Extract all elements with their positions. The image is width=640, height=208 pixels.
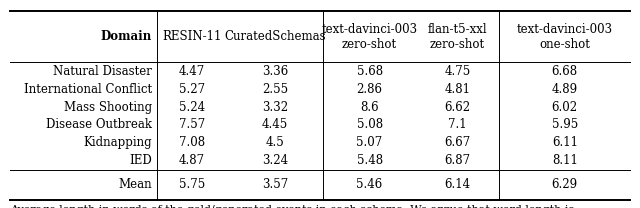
Text: 7.1: 7.1 [448,118,467,131]
Text: 3.32: 3.32 [262,100,288,114]
Text: 4.45: 4.45 [262,118,289,131]
Text: 4.5: 4.5 [266,136,285,149]
Text: 4.89: 4.89 [552,83,578,96]
Text: 4.75: 4.75 [444,65,471,78]
Text: 3.24: 3.24 [262,154,288,167]
Text: 4.81: 4.81 [445,83,470,96]
Text: 3.36: 3.36 [262,65,289,78]
Text: 6.68: 6.68 [552,65,578,78]
Text: 6.62: 6.62 [445,100,470,114]
Text: 2.86: 2.86 [356,83,383,96]
Text: Average length in words of the gold/generated events in each schema. We argue th: Average length in words of the gold/gene… [10,205,574,208]
Text: RESIN-11: RESIN-11 [163,30,221,43]
Text: 6.29: 6.29 [552,178,578,191]
Text: 5.08: 5.08 [356,118,383,131]
Text: 6.14: 6.14 [445,178,470,191]
Text: 5.24: 5.24 [179,100,205,114]
Text: 8.11: 8.11 [552,154,578,167]
Text: 2.55: 2.55 [262,83,288,96]
Text: 7.57: 7.57 [179,118,205,131]
Text: 5.46: 5.46 [356,178,383,191]
Text: International Conflict: International Conflict [24,83,152,96]
Text: 3.57: 3.57 [262,178,289,191]
Text: 5.48: 5.48 [356,154,383,167]
Text: Mean: Mean [118,178,152,191]
Text: Mass Shooting: Mass Shooting [63,100,152,114]
Text: 6.11: 6.11 [552,136,578,149]
Text: 6.87: 6.87 [445,154,470,167]
Text: CuratedSchemas: CuratedSchemas [225,30,326,43]
Text: 8.6: 8.6 [360,100,379,114]
Text: 4.47: 4.47 [179,65,205,78]
Text: IED: IED [129,154,152,167]
Text: 5.95: 5.95 [552,118,578,131]
Text: Disease Outbreak: Disease Outbreak [45,118,152,131]
Text: 6.67: 6.67 [444,136,471,149]
Text: Kidnapping: Kidnapping [83,136,152,149]
Text: 5.27: 5.27 [179,83,205,96]
Text: 5.75: 5.75 [179,178,205,191]
Text: 6.02: 6.02 [552,100,578,114]
Text: Domain: Domain [100,30,152,43]
Text: 5.07: 5.07 [356,136,383,149]
Text: 5.68: 5.68 [356,65,383,78]
Text: text-davinci-003
one-shot: text-davinci-003 one-shot [516,23,613,51]
Text: flan-t5-xxl
zero-shot: flan-t5-xxl zero-shot [428,23,488,51]
Text: 7.08: 7.08 [179,136,205,149]
Text: 4.87: 4.87 [179,154,205,167]
Text: text-davinci-003
zero-shot: text-davinci-003 zero-shot [321,23,418,51]
Text: Natural Disaster: Natural Disaster [53,65,152,78]
